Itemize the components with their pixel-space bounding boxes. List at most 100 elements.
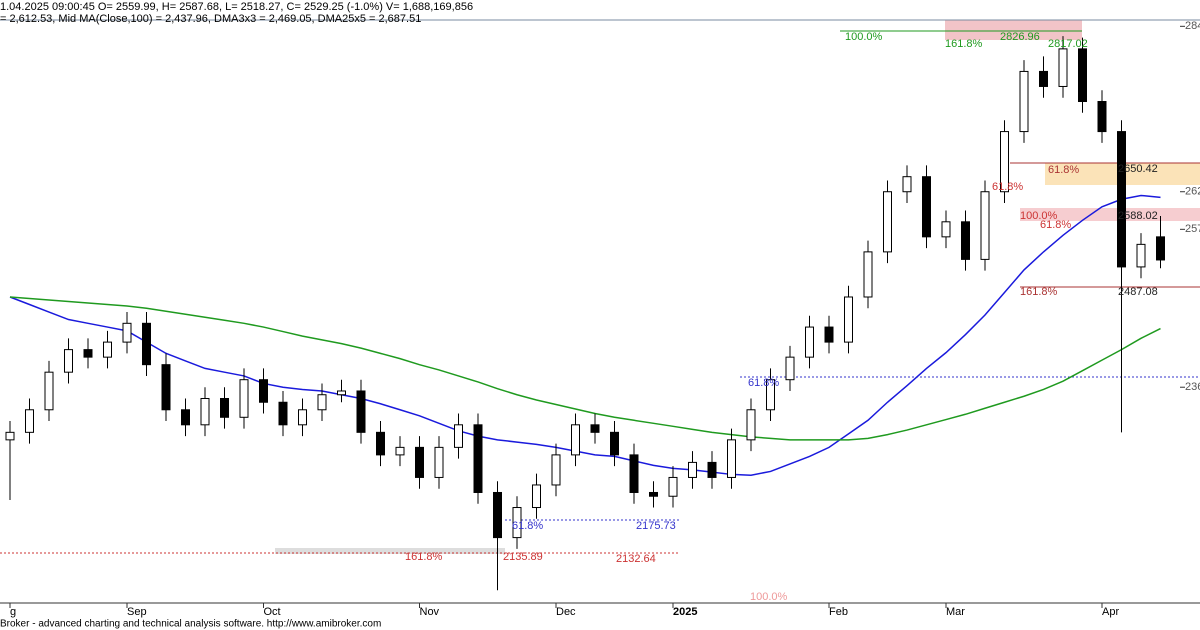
candle-body: [1136, 243, 1146, 268]
candle-body: [746, 409, 756, 441]
y-tick-label: 236: [1185, 381, 1200, 393]
candle-body: [532, 484, 541, 509]
ma-line: [9, 296, 1161, 441]
candle-body: [356, 390, 366, 433]
candle-body: [785, 356, 795, 381]
candle-body: [1039, 70, 1048, 87]
candle-body: [941, 221, 951, 238]
fib-zone: [1020, 208, 1200, 221]
annotation: 61.8%: [1048, 164, 1079, 176]
candle-body: [727, 439, 736, 478]
annotation: 100.0%: [1020, 210, 1058, 222]
annotation: 100.0%: [750, 591, 788, 603]
candle-body: [44, 371, 54, 411]
candle-body: [1117, 131, 1126, 268]
annotation: 161.8%: [1020, 286, 1058, 298]
candle-body: [298, 409, 307, 426]
candle-body: [454, 424, 463, 448]
candle-body: [1000, 131, 1009, 193]
candle-body: [83, 349, 93, 358]
candle-body: [961, 221, 970, 260]
x-tick-label: Apr: [1102, 606, 1119, 618]
candle-body: [590, 424, 600, 433]
header: = 2,612.53, Mid MA(Close,100) = 2,437.96…: [0, 13, 421, 25]
candle-body: [551, 454, 561, 486]
candle-body: [707, 461, 717, 478]
candle-body: [239, 379, 249, 418]
candle-body: [473, 424, 483, 493]
x-tick-label: g: [10, 606, 16, 618]
candle-body: [337, 390, 346, 396]
candle-body: [376, 431, 385, 456]
candle-body: [64, 349, 73, 373]
candle-body: [103, 341, 112, 358]
candle-body: [415, 446, 424, 478]
candle-body: [122, 322, 132, 343]
y-tick-label: 284: [1185, 20, 1200, 32]
candle-body: [863, 251, 873, 298]
x-tick-label: Mar: [946, 606, 965, 618]
candle-body: [317, 394, 327, 411]
fib-zone: [275, 548, 505, 554]
annotation: 2650.42: [1118, 163, 1158, 175]
candle-body: [493, 491, 502, 539]
fib-zone: [945, 20, 1082, 40]
annotation: 61.8%: [992, 181, 1023, 193]
candle-body: [142, 322, 151, 366]
candle-body: [434, 446, 444, 478]
candle-body: [805, 326, 814, 358]
candle-body: [629, 454, 639, 493]
candle-body: [922, 176, 931, 238]
annotation: 100.0%: [845, 31, 883, 43]
annotation: 61.8%: [512, 520, 543, 532]
annotation: 2132.64: [616, 553, 656, 565]
candle-body: [512, 507, 522, 539]
candle-body: [571, 424, 580, 456]
ma-line: [9, 194, 1161, 476]
annotation: 61.8%: [748, 377, 779, 389]
candle-body: [1019, 70, 1029, 133]
candle-body: [25, 409, 34, 433]
x-tick-label: 2025: [673, 606, 697, 618]
candle-body: [1058, 48, 1068, 87]
y-tick-label: 257: [1185, 223, 1200, 235]
candle-body: [161, 364, 171, 411]
x-tick-label: Nov: [420, 606, 440, 618]
candle-body: [844, 296, 853, 343]
candle-body: [688, 461, 697, 478]
x-tick-label: Dec: [556, 606, 576, 618]
annotation: 2817.02: [1048, 38, 1088, 50]
candle-body: [610, 431, 619, 456]
annotation: 2487.08: [1118, 286, 1158, 298]
annotation: 2588.02: [1118, 210, 1158, 222]
candle-body: [883, 191, 892, 253]
candle-body: [902, 176, 912, 193]
annotation: 61.8%: [1040, 219, 1071, 231]
candle-body: [668, 476, 678, 497]
x-tick-label: Sep: [127, 606, 147, 618]
annotation: 2175.73: [636, 520, 676, 532]
candle-body: [395, 446, 405, 456]
x-tick-label: Feb: [829, 606, 848, 618]
candle-body: [1097, 101, 1107, 133]
candle-body: [259, 379, 268, 403]
header: 1.04.2025 09:00:45 O= 2559.99, H= 2587.6…: [0, 1, 473, 13]
candle-body: [200, 397, 210, 426]
candle-body: [220, 397, 229, 418]
footer: Broker - advanced charting and technical…: [0, 619, 381, 630]
candle-body: [824, 326, 834, 343]
candle-body: [5, 431, 15, 441]
candle-body: [980, 191, 990, 260]
candle-body: [649, 491, 658, 497]
x-tick-label: Oct: [264, 606, 281, 618]
candle-body: [1078, 48, 1087, 103]
candle-body: [1156, 236, 1165, 261]
annotation: 2826.96: [1000, 31, 1040, 43]
annotation: 161.8%: [945, 38, 983, 50]
y-tick-label: 262: [1185, 186, 1200, 198]
candle-body: [278, 401, 288, 426]
annotation: 2135.89: [503, 551, 543, 563]
candle-body: [181, 409, 190, 426]
annotation: 161.8%: [405, 551, 443, 563]
